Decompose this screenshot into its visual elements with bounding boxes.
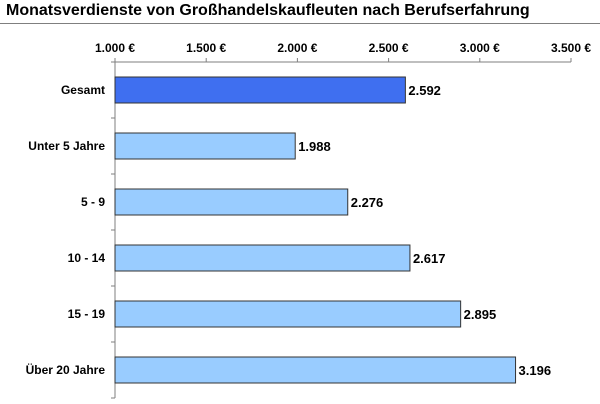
x-tick-label: 2.000 € <box>277 41 317 55</box>
category-label: Über 20 Jahre <box>26 362 106 377</box>
bar <box>114 300 462 328</box>
bar <box>114 244 411 272</box>
category-label: Gesamt <box>61 83 105 97</box>
x-tick-label: 3.000 € <box>460 41 500 55</box>
data-label: 2.276 <box>351 195 384 210</box>
chart-title: Monatsverdienste von Großhandelskaufleut… <box>6 2 530 19</box>
data-label: 2.617 <box>413 251 446 266</box>
category-label: 15 - 19 <box>68 307 106 321</box>
x-tick-label: 3.500 € <box>551 41 591 55</box>
bar <box>114 356 517 384</box>
category-label: 5 - 9 <box>81 195 105 209</box>
bar <box>114 188 349 216</box>
data-label: 3.196 <box>519 363 552 378</box>
bar <box>114 76 406 104</box>
category-label: 10 - 14 <box>68 251 106 265</box>
bar <box>114 132 296 160</box>
data-label: 2.592 <box>408 83 441 98</box>
x-tick-label: 2.500 € <box>369 41 409 55</box>
data-label: 2.895 <box>464 307 497 322</box>
x-tick-label: 1.500 € <box>186 41 226 55</box>
category-label: Unter 5 Jahre <box>28 139 105 153</box>
title-divider <box>0 23 600 24</box>
x-tick-label: 1.000 € <box>95 41 135 55</box>
data-label: 1.988 <box>298 139 331 154</box>
